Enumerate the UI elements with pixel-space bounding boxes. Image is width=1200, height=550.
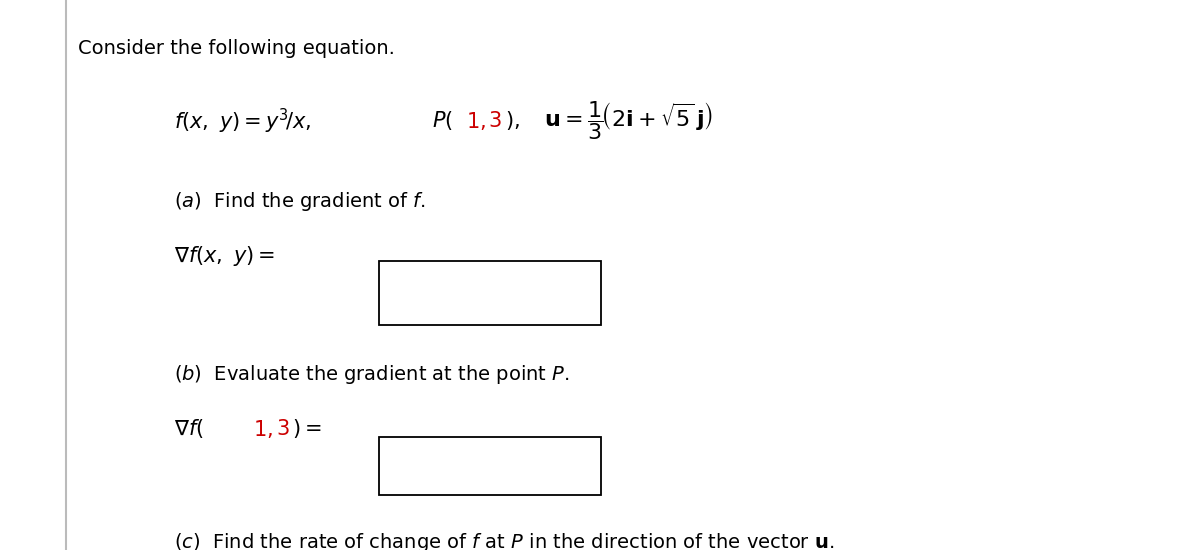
Text: $(c)$  Find the rate of change of $f$ at $P$ in the direction of the vector $\ma: $(c)$ Find the rate of change of $f$ at … — [174, 531, 834, 550]
Text: $1,$: $1,$ — [253, 418, 274, 440]
Text: $f(x,\ y) = y^3\!/x,$: $f(x,\ y) = y^3\!/x,$ — [174, 106, 311, 136]
Text: $),$: $),$ — [505, 109, 520, 133]
Text: $3$: $3$ — [488, 111, 502, 131]
Text: $\nabla f(x,\ y) =$: $\nabla f(x,\ y) =$ — [174, 244, 275, 268]
Text: $) =$: $) =$ — [292, 417, 322, 441]
FancyBboxPatch shape — [379, 261, 601, 324]
Text: $\mathbf{u} = \dfrac{1}{3}\!\left(2\mathbf{i} + \sqrt{5}\,\mathbf{j}\right)$: $\mathbf{u} = \dfrac{1}{3}\!\left(2\math… — [544, 100, 713, 142]
Text: $3$: $3$ — [276, 419, 289, 439]
FancyBboxPatch shape — [379, 437, 601, 495]
Text: $1,$: $1,$ — [466, 110, 486, 132]
Text: Consider the following equation.: Consider the following equation. — [78, 39, 395, 58]
Text: $(a)$  Find the gradient of $f$.: $(a)$ Find the gradient of $f$. — [174, 190, 426, 213]
Text: $\nabla f($: $\nabla f($ — [174, 417, 204, 441]
Text: $(b)$  Evaluate the gradient at the point $P$.: $(b)$ Evaluate the gradient at the point… — [174, 363, 570, 386]
Text: $P($: $P($ — [432, 109, 454, 133]
